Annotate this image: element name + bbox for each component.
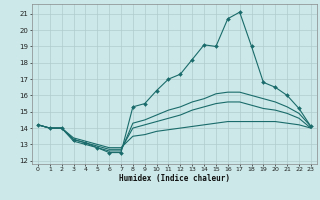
X-axis label: Humidex (Indice chaleur): Humidex (Indice chaleur) <box>119 174 230 183</box>
